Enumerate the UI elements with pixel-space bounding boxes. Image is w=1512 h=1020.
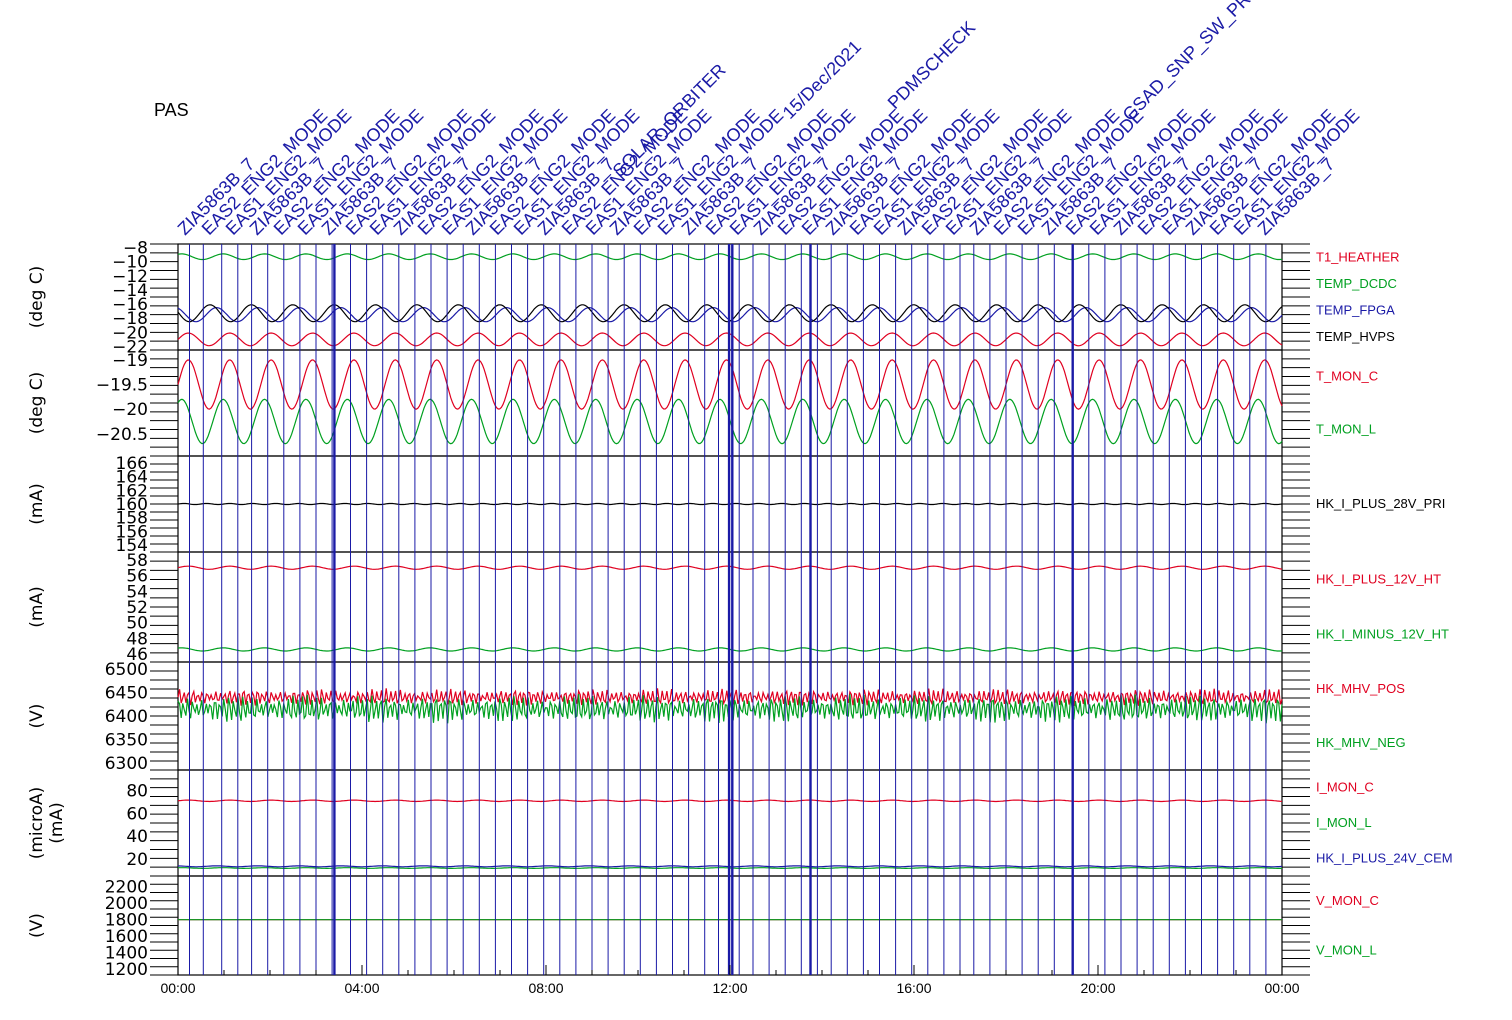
y-axis-label: (V)	[27, 704, 47, 729]
y-tick-label: 58	[126, 551, 148, 571]
legend-entry: TEMP_DCDC	[1316, 276, 1397, 291]
y-tick-label: 2000	[105, 894, 148, 914]
y-tick-label: 50	[126, 614, 148, 634]
y-tick-label: 156	[116, 522, 148, 542]
x-tick-label: 20:00	[1080, 980, 1115, 996]
y-tick-label: 160	[116, 495, 148, 515]
y-tick-label: 1600	[105, 927, 148, 947]
legend-entry: HK_I_PLUS_28V_PRI	[1316, 496, 1445, 511]
y-tick-label: −18	[112, 309, 148, 329]
y-tick-label: 6400	[105, 707, 148, 727]
x-tick-label: 12:00	[712, 980, 747, 996]
legend-entry: TEMP_HVPS	[1316, 329, 1395, 344]
y-tick-label: −20.5	[96, 425, 148, 445]
y-tick-label: 158	[116, 509, 148, 529]
y-tick-label: 6450	[105, 684, 148, 704]
y-tick-label: 166	[116, 454, 148, 474]
legend-entry: T1_HEATHER	[1316, 249, 1400, 264]
y-tick-label: −8	[123, 239, 148, 259]
y-tick-label: 1400	[105, 944, 148, 964]
legend-entry: I_MON_L	[1316, 815, 1372, 830]
y-tick-label: −19	[112, 351, 148, 371]
event-labels: ZIA5863B_7EAS2_ENG2_MODEEAS1_ENG2_MODEZI…	[174, 0, 1364, 240]
y-tick-label: −19.5	[96, 376, 148, 396]
legend-entry: TEMP_FPGA	[1316, 302, 1395, 317]
y-tick-label: 2200	[105, 878, 148, 898]
legend-entry: V_MON_C	[1316, 893, 1379, 908]
y-tick-label: 52	[126, 598, 148, 618]
y-tick-label: 60	[126, 804, 148, 824]
y-axis-label: (mA)	[27, 586, 47, 627]
y-tick-label: −20	[112, 400, 148, 420]
legend-entry: HK_MHV_POS	[1316, 681, 1405, 696]
legend-entry: V_MON_L	[1316, 942, 1377, 957]
x-tick-label: 00:00	[1264, 980, 1299, 996]
y-tick-label: 56	[126, 567, 148, 587]
y-tick-label: 80	[126, 782, 148, 802]
event-lines	[189, 244, 1267, 975]
panel-2: −19 −19.5 −20 −20.5 (deg C) T_MON_C T_MON_L	[27, 349, 1378, 457]
y-tick-label: 54	[126, 582, 148, 602]
event-label: PDMSCHECK	[884, 17, 979, 112]
y-axis-label: (mA)	[47, 802, 67, 843]
y-tick-label: −20	[112, 323, 148, 343]
y-tick-label: −16	[112, 295, 148, 315]
y-tick-label: 46	[126, 645, 148, 665]
y-tick-label: 6300	[105, 754, 148, 774]
y-axis-label: (deg C)	[27, 266, 47, 329]
x-tick-label: 16:00	[896, 980, 931, 996]
chart-panels: −8−10−12−14−16−18−20−22(deg C)T1_HEATHER…	[27, 239, 1453, 981]
y-tick-label: 40	[126, 827, 148, 847]
panel-5: 6300 6350 6400 6450 6500 (V) HK_MHV_POS HK_MHV_…	[27, 660, 1406, 774]
legend-entry: T_MON_L	[1316, 422, 1376, 437]
y-tick-label: 1800	[105, 911, 148, 931]
x-axis: 00:00 04:00 08:00 12:00 16:00 20:00 00:00	[160, 965, 1300, 996]
y-axis-label: (microA)	[27, 787, 47, 860]
y-tick-label: 6500	[105, 660, 148, 680]
y-tick-label: −22	[112, 337, 148, 357]
x-tick-label: 08:00	[528, 980, 563, 996]
y-tick-label: 154	[116, 536, 148, 556]
instrument-title: PAS	[154, 100, 189, 120]
y-tick-label: −12	[112, 267, 148, 287]
y-tick-label: −14	[112, 281, 148, 301]
y-tick-label: −10	[112, 253, 148, 273]
y-tick-label: 1200	[105, 960, 148, 980]
legend-entry: HK_I_PLUS_24V_CEM	[1316, 850, 1453, 865]
y-axis-label: (deg C)	[27, 372, 47, 435]
legend-entry: HK_I_MINUS_12V_HT	[1316, 627, 1449, 642]
y-tick-label: 164	[116, 468, 148, 488]
legend-entry: I_MON_C	[1316, 780, 1374, 795]
y-tick-label: 20	[126, 850, 148, 870]
x-tick-label: 04:00	[344, 980, 379, 996]
y-tick-label: 48	[126, 629, 148, 649]
y-tick-label: 162	[116, 481, 148, 501]
y-tick-label: 6350	[105, 730, 148, 750]
legend-entry: T_MON_C	[1316, 369, 1378, 384]
legend-entry: HK_I_PLUS_12V_HT	[1316, 572, 1441, 587]
y-axis-label: (mA)	[27, 483, 47, 524]
x-tick-label: 00:00	[160, 980, 195, 996]
panel-1: −8−10−12−14−16−18−20−22 (deg C) T1_HEATHER…	[27, 239, 1400, 358]
y-axis-label: (V)	[27, 913, 47, 938]
legend-entry: HK_MHV_NEG	[1316, 735, 1406, 750]
